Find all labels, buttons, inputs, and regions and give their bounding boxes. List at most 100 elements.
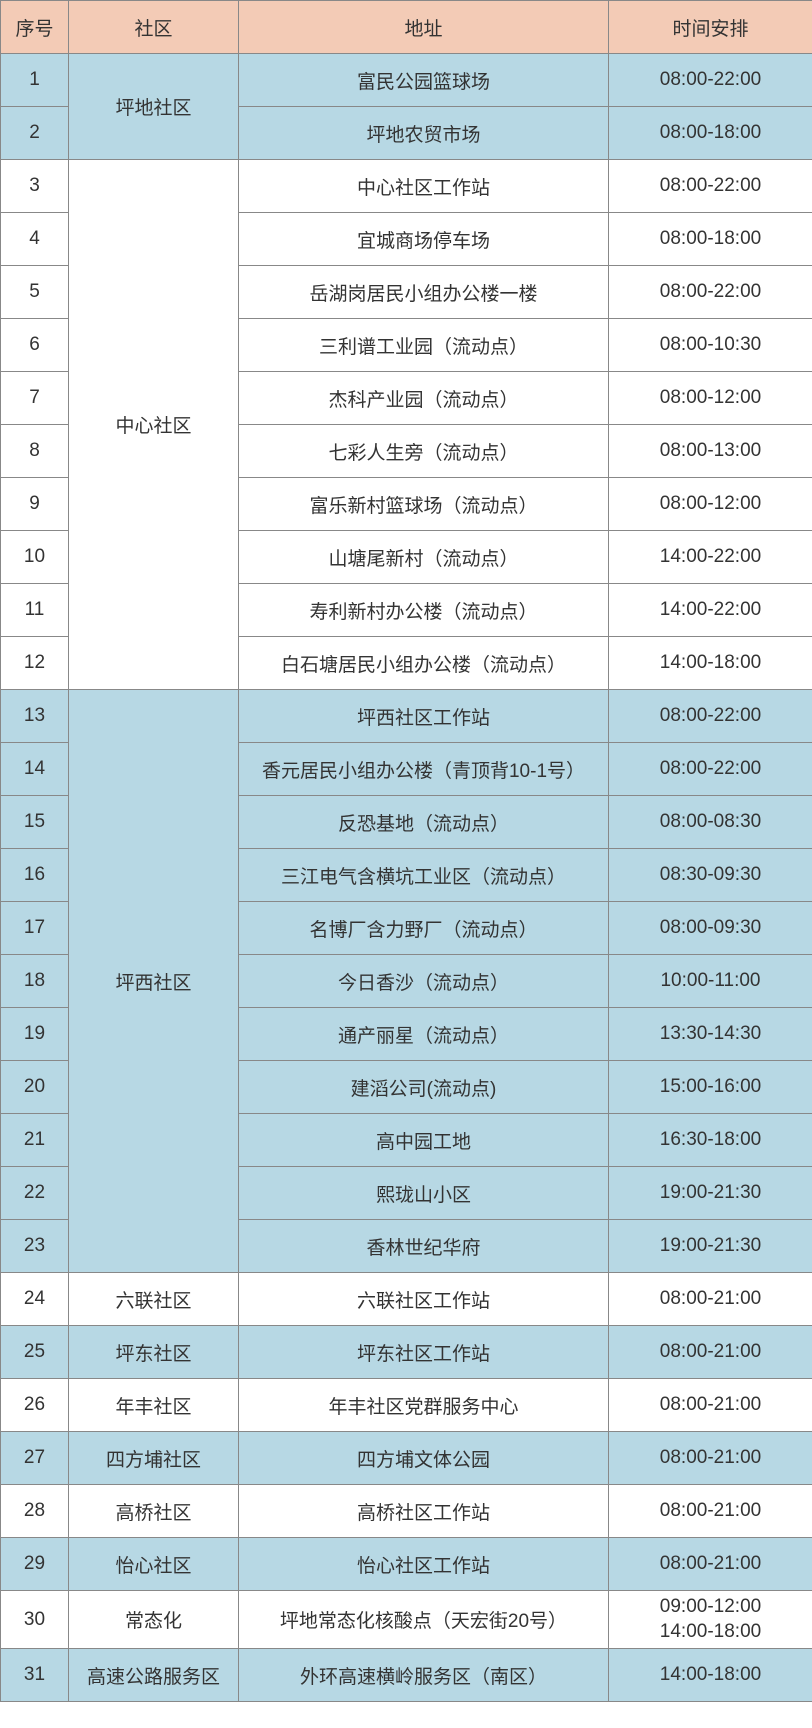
table-row: 27四方埔社区四方埔文体公园08:00-21:00 bbox=[1, 1432, 812, 1485]
cell-address: 岳湖岗居民小组办公楼一楼 bbox=[239, 266, 609, 319]
cell-schedule: 14:00-22:00 bbox=[609, 531, 812, 584]
cell-schedule: 08:00-21:00 bbox=[609, 1432, 812, 1485]
table-row: 31高速公路服务区外环高速横岭服务区（南区）14:00-18:00 bbox=[1, 1649, 812, 1702]
cell-seq: 20 bbox=[1, 1061, 69, 1114]
cell-seq: 10 bbox=[1, 531, 69, 584]
cell-seq: 27 bbox=[1, 1432, 69, 1485]
cell-seq: 18 bbox=[1, 955, 69, 1008]
cell-schedule: 08:00-09:30 bbox=[609, 902, 812, 955]
cell-address: 寿利新村办公楼（流动点） bbox=[239, 584, 609, 637]
cell-seq: 21 bbox=[1, 1114, 69, 1167]
cell-seq: 11 bbox=[1, 584, 69, 637]
cell-schedule: 14:00-18:00 bbox=[609, 637, 812, 690]
cell-schedule: 13:30-14:30 bbox=[609, 1008, 812, 1061]
table-row: 26年丰社区年丰社区党群服务中心08:00-21:00 bbox=[1, 1379, 812, 1432]
cell-address: 通产丽星（流动点） bbox=[239, 1008, 609, 1061]
cell-community: 中心社区 bbox=[69, 160, 239, 690]
cell-seq: 22 bbox=[1, 1167, 69, 1220]
cell-schedule: 16:30-18:00 bbox=[609, 1114, 812, 1167]
cell-seq: 30 bbox=[1, 1591, 69, 1649]
cell-seq: 31 bbox=[1, 1649, 69, 1702]
cell-address: 年丰社区党群服务中心 bbox=[239, 1379, 609, 1432]
cell-community: 坪西社区 bbox=[69, 690, 239, 1273]
cell-seq: 3 bbox=[1, 160, 69, 213]
cell-seq: 29 bbox=[1, 1538, 69, 1591]
table-row: 3中心社区中心社区工作站08:00-22:00 bbox=[1, 160, 812, 213]
cell-community: 坪东社区 bbox=[69, 1326, 239, 1379]
header-address: 地址 bbox=[239, 1, 609, 54]
table-row: 29怡心社区怡心社区工作站08:00-21:00 bbox=[1, 1538, 812, 1591]
cell-seq: 26 bbox=[1, 1379, 69, 1432]
cell-schedule: 08:00-21:00 bbox=[609, 1485, 812, 1538]
cell-seq: 19 bbox=[1, 1008, 69, 1061]
cell-schedule: 08:00-22:00 bbox=[609, 160, 812, 213]
table-row: 1坪地社区富民公园篮球场08:00-22:00 bbox=[1, 54, 812, 107]
cell-schedule: 08:00-18:00 bbox=[609, 107, 812, 160]
cell-seq: 15 bbox=[1, 796, 69, 849]
cell-address: 熙珑山小区 bbox=[239, 1167, 609, 1220]
cell-seq: 17 bbox=[1, 902, 69, 955]
cell-seq: 16 bbox=[1, 849, 69, 902]
cell-address: 建滔公司(流动点) bbox=[239, 1061, 609, 1114]
table-row: 25坪东社区坪东社区工作站08:00-21:00 bbox=[1, 1326, 812, 1379]
cell-seq: 24 bbox=[1, 1273, 69, 1326]
table-header-row: 序号 社区 地址 时间安排 bbox=[1, 1, 812, 54]
header-seq: 序号 bbox=[1, 1, 69, 54]
cell-address: 山塘尾新村（流动点） bbox=[239, 531, 609, 584]
cell-seq: 25 bbox=[1, 1326, 69, 1379]
cell-address: 坪西社区工作站 bbox=[239, 690, 609, 743]
cell-schedule: 14:00-22:00 bbox=[609, 584, 812, 637]
cell-schedule: 08:00-12:00 bbox=[609, 478, 812, 531]
cell-address: 怡心社区工作站 bbox=[239, 1538, 609, 1591]
cell-address: 富民公园篮球场 bbox=[239, 54, 609, 107]
cell-schedule: 08:00-12:00 bbox=[609, 372, 812, 425]
cell-seq: 5 bbox=[1, 266, 69, 319]
cell-seq: 6 bbox=[1, 319, 69, 372]
cell-community: 高速公路服务区 bbox=[69, 1649, 239, 1702]
cell-schedule: 19:00-21:30 bbox=[609, 1220, 812, 1273]
table-row: 13坪西社区坪西社区工作站08:00-22:00 bbox=[1, 690, 812, 743]
table-row: 30常态化坪地常态化核酸点（天宏街20号）09:00-12:0014:00-18… bbox=[1, 1591, 812, 1649]
cell-address: 中心社区工作站 bbox=[239, 160, 609, 213]
cell-seq: 28 bbox=[1, 1485, 69, 1538]
cell-address: 香元居民小组办公楼（青顶背10-1号） bbox=[239, 743, 609, 796]
cell-seq: 1 bbox=[1, 54, 69, 107]
cell-address: 香林世纪华府 bbox=[239, 1220, 609, 1273]
cell-schedule: 08:00-22:00 bbox=[609, 743, 812, 796]
cell-address: 坪地农贸市场 bbox=[239, 107, 609, 160]
cell-community: 高桥社区 bbox=[69, 1485, 239, 1538]
cell-schedule: 14:00-18:00 bbox=[609, 1649, 812, 1702]
cell-schedule: 19:00-21:30 bbox=[609, 1167, 812, 1220]
cell-schedule: 08:30-09:30 bbox=[609, 849, 812, 902]
cell-schedule: 08:00-13:00 bbox=[609, 425, 812, 478]
cell-community: 四方埔社区 bbox=[69, 1432, 239, 1485]
cell-address: 宜城商场停车场 bbox=[239, 213, 609, 266]
cell-seq: 7 bbox=[1, 372, 69, 425]
cell-seq: 9 bbox=[1, 478, 69, 531]
cell-address: 六联社区工作站 bbox=[239, 1273, 609, 1326]
header-schedule: 时间安排 bbox=[609, 1, 812, 54]
cell-address: 富乐新村篮球场（流动点） bbox=[239, 478, 609, 531]
table-row: 28高桥社区高桥社区工作站08:00-21:00 bbox=[1, 1485, 812, 1538]
cell-seq: 12 bbox=[1, 637, 69, 690]
cell-seq: 4 bbox=[1, 213, 69, 266]
cell-schedule: 08:00-22:00 bbox=[609, 266, 812, 319]
cell-address: 杰科产业园（流动点） bbox=[239, 372, 609, 425]
cell-schedule: 08:00-08:30 bbox=[609, 796, 812, 849]
cell-schedule: 08:00-22:00 bbox=[609, 690, 812, 743]
schedule-table: 序号 社区 地址 时间安排 1坪地社区富民公园篮球场08:00-22:002坪地… bbox=[0, 0, 812, 1702]
cell-schedule: 08:00-21:00 bbox=[609, 1538, 812, 1591]
cell-community: 常态化 bbox=[69, 1591, 239, 1649]
cell-schedule: 08:00-18:00 bbox=[609, 213, 812, 266]
cell-address: 高中园工地 bbox=[239, 1114, 609, 1167]
table-body: 1坪地社区富民公园篮球场08:00-22:002坪地农贸市场08:00-18:0… bbox=[1, 54, 812, 1702]
cell-address: 白石塘居民小组办公楼（流动点） bbox=[239, 637, 609, 690]
cell-community: 怡心社区 bbox=[69, 1538, 239, 1591]
cell-schedule: 08:00-21:00 bbox=[609, 1379, 812, 1432]
cell-address: 坪东社区工作站 bbox=[239, 1326, 609, 1379]
cell-address: 外环高速横岭服务区（南区） bbox=[239, 1649, 609, 1702]
cell-seq: 23 bbox=[1, 1220, 69, 1273]
cell-address: 三江电气含横坑工业区（流动点） bbox=[239, 849, 609, 902]
cell-seq: 8 bbox=[1, 425, 69, 478]
cell-schedule: 08:00-10:30 bbox=[609, 319, 812, 372]
